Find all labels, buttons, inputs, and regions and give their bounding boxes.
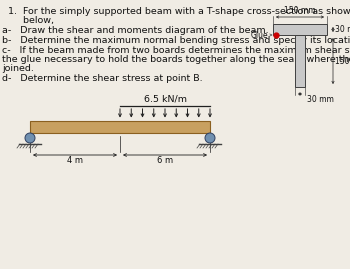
Bar bbox=[273, 24, 327, 35]
Bar bbox=[295, 35, 305, 87]
Text: 6.5 kN/m: 6.5 kN/m bbox=[144, 94, 187, 103]
Text: below,: below, bbox=[8, 16, 54, 25]
Text: 150 mm: 150 mm bbox=[284, 6, 316, 15]
Text: Glue: Glue bbox=[251, 30, 269, 40]
Text: d-   Determine the shear stress at point B.: d- Determine the shear stress at point B… bbox=[2, 74, 203, 83]
Text: a-   Draw the shear and moments diagram of the beam.: a- Draw the shear and moments diagram of… bbox=[2, 26, 269, 35]
Text: the glue necessary to hold the boards together along the seam where they are: the glue necessary to hold the boards to… bbox=[2, 55, 350, 64]
Text: 6 m: 6 m bbox=[157, 156, 173, 165]
Text: 30 mm: 30 mm bbox=[307, 95, 334, 104]
Bar bbox=[30, 121, 210, 133]
Text: c-   If the beam made from two boards determines the maximum shear stress in: c- If the beam made from two boards dete… bbox=[2, 46, 350, 55]
Circle shape bbox=[205, 133, 215, 143]
Text: 1.  For the simply supported beam with a T-shape cross-section as shown: 1. For the simply supported beam with a … bbox=[8, 7, 350, 16]
Circle shape bbox=[25, 133, 35, 143]
Text: 4 m: 4 m bbox=[67, 156, 83, 165]
Text: b-   Determine the maximum normal bending stress and specify its location.: b- Determine the maximum normal bending … bbox=[2, 36, 350, 45]
Text: joined.: joined. bbox=[2, 64, 34, 73]
Text: 30 mm: 30 mm bbox=[335, 25, 350, 34]
Text: 150 mm: 150 mm bbox=[335, 56, 350, 65]
